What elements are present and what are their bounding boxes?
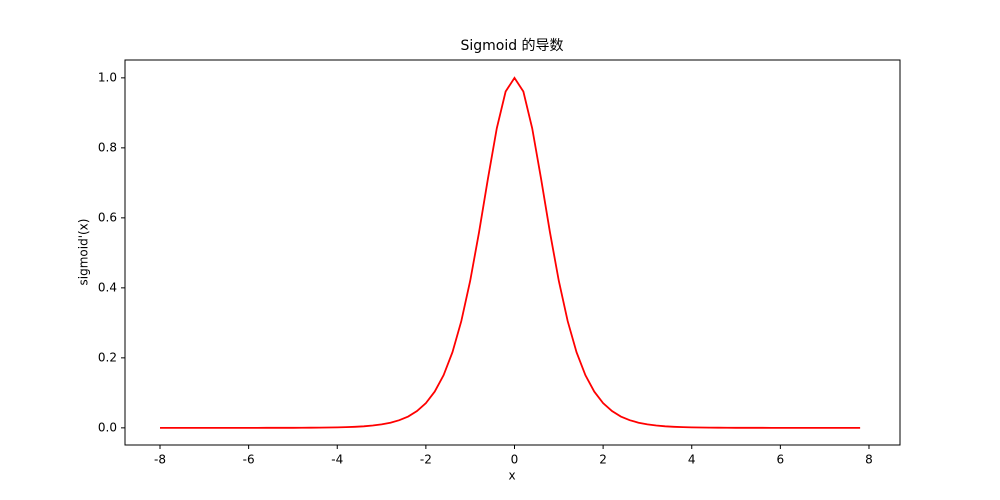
x-tick-label: -8 [154, 453, 166, 467]
y-tick-label: 0.4 [98, 280, 117, 294]
y-tick-label: 0.2 [98, 350, 117, 364]
x-tick-label: 6 [777, 453, 785, 467]
x-tick-label: 4 [688, 453, 696, 467]
x-tick-label: 0 [511, 453, 519, 467]
data-line [160, 76, 861, 429]
y-tick-label: 0.6 [98, 210, 117, 224]
y-tick-label: 0.8 [98, 140, 117, 154]
y-axis-label: sigmoid'(x) [77, 219, 91, 286]
x-tick-label: -4 [331, 453, 343, 467]
y-tick-label: 0.0 [98, 420, 117, 434]
chart-title: Sigmoid 的导数 [460, 38, 563, 54]
y-tick-label: 1.0 [98, 70, 117, 84]
x-axis-label: x [508, 469, 515, 483]
plot-frame [124, 59, 901, 446]
x-tick-label: -2 [420, 453, 432, 467]
x-tick-label: 8 [865, 453, 873, 467]
x-tick-label: -6 [243, 453, 255, 467]
x-tick-label: 2 [599, 453, 607, 467]
